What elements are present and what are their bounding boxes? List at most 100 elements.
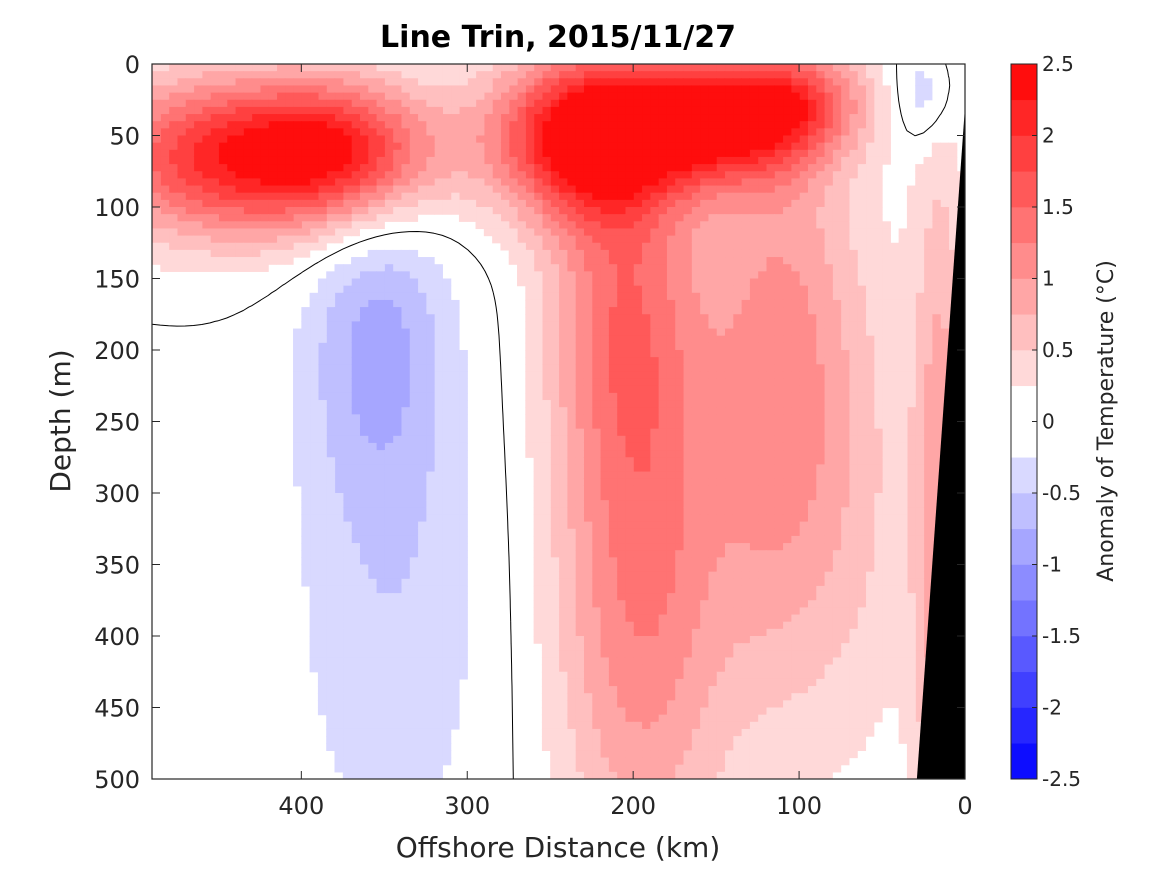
anomaly-cell — [682, 342, 692, 351]
anomaly-cell — [342, 85, 352, 94]
anomaly-cell — [666, 321, 676, 330]
anomaly-cell — [674, 328, 684, 337]
anomaly-cell — [774, 357, 784, 365]
anomaly-cell — [915, 221, 925, 230]
anomaly-cell — [268, 221, 278, 230]
anomaly-cell — [931, 414, 941, 423]
anomaly-cell — [923, 364, 933, 373]
anomaly-cell — [185, 121, 195, 129]
anomaly-cell — [351, 121, 360, 129]
anomaly-cell — [948, 164, 958, 172]
anomaly-cell — [674, 314, 684, 322]
anomaly-cell — [865, 292, 875, 301]
anomaly-cell — [400, 485, 410, 494]
anomaly-cell — [674, 178, 684, 187]
anomaly-cell — [848, 400, 858, 408]
anomaly-cell — [293, 92, 302, 101]
anomaly-cell — [591, 421, 601, 430]
anomaly-cell — [425, 121, 435, 129]
anomaly-cell — [666, 228, 676, 237]
anomaly-cell — [326, 314, 336, 322]
anomaly-cell — [566, 242, 576, 251]
anomaly-cell — [326, 428, 336, 437]
anomaly-cell — [583, 493, 593, 501]
anomaly-cell — [226, 85, 236, 94]
anomaly-cell — [658, 106, 667, 115]
anomaly-cell — [210, 185, 219, 194]
anomaly-cell — [400, 371, 410, 380]
anomaly-cell — [301, 464, 311, 473]
anomaly-cell — [649, 357, 659, 365]
anomaly-cell — [375, 471, 385, 480]
anomaly-cell — [566, 78, 576, 87]
anomaly-cell — [558, 264, 568, 272]
anomaly-cell — [334, 364, 344, 373]
anomaly-cell — [823, 185, 833, 194]
anomaly-cell — [309, 299, 319, 308]
anomaly-cell — [608, 292, 618, 301]
anomaly-cell — [641, 292, 651, 301]
anomaly-cell — [757, 350, 767, 358]
anomaly-cell — [575, 428, 584, 437]
anomaly-cell — [857, 392, 867, 401]
anomaly-cell — [608, 235, 618, 244]
anomaly-cell — [923, 285, 933, 294]
anomaly-cell — [666, 149, 676, 158]
anomaly-cell — [566, 149, 576, 158]
anomaly-cell — [533, 178, 543, 187]
anomaly-cell — [351, 207, 360, 215]
anomaly-cell — [931, 257, 941, 265]
anomaly-cell — [741, 471, 750, 480]
anomaly-cell — [475, 71, 485, 79]
anomaly-cell — [616, 178, 626, 187]
anomaly-cell — [716, 128, 726, 137]
anomaly-cell — [251, 135, 261, 144]
anomaly-cell — [599, 149, 609, 158]
anomaly-cell — [326, 99, 336, 108]
anomaly-cell — [890, 342, 900, 351]
anomaly-cell — [359, 78, 369, 87]
anomaly-cell — [865, 271, 875, 280]
anomaly-cell — [666, 400, 676, 408]
anomaly-cell — [583, 350, 593, 358]
anomaly-cell — [384, 299, 394, 308]
anomaly-cell — [326, 357, 336, 365]
anomaly-cell — [865, 471, 875, 480]
anomaly-cell — [649, 106, 659, 115]
anomaly-cell — [342, 292, 352, 301]
anomaly-cell — [309, 199, 319, 208]
anomaly-cell — [757, 485, 767, 494]
anomaly-cell — [384, 357, 394, 365]
anomaly-cell — [931, 342, 941, 351]
anomaly-cell — [691, 457, 701, 465]
anomaly-cell — [367, 471, 377, 480]
anomaly-cell — [658, 392, 667, 401]
anomaly-cell — [840, 228, 850, 237]
anomaly-cell — [641, 156, 651, 165]
anomaly-cell — [558, 235, 568, 244]
anomaly-cell — [873, 442, 883, 451]
anomaly-cell — [815, 199, 825, 208]
anomaly-cell — [201, 207, 211, 215]
anomaly-cell — [293, 450, 302, 458]
anomaly-cell — [152, 156, 161, 165]
anomaly-cell — [790, 428, 800, 437]
anomaly-cell — [309, 99, 319, 108]
anomaly-cell — [218, 156, 228, 165]
anomaly-cell — [682, 485, 692, 494]
anomaly-cell — [533, 299, 543, 308]
anomaly-cell — [741, 142, 750, 151]
anomaly-cell — [840, 442, 850, 451]
anomaly-cell — [201, 214, 211, 222]
anomaly-cell — [707, 142, 717, 151]
anomaly-cell — [915, 471, 925, 480]
anomaly-cell — [716, 421, 726, 430]
anomaly-cell — [367, 221, 377, 230]
anomaly-cell — [857, 78, 867, 87]
anomaly-cell — [367, 485, 377, 494]
anomaly-cell — [317, 471, 327, 480]
anomaly-cell — [707, 221, 717, 230]
anomaly-cell — [293, 428, 302, 437]
anomaly-cell — [616, 299, 626, 308]
anomaly-cell — [890, 371, 900, 380]
